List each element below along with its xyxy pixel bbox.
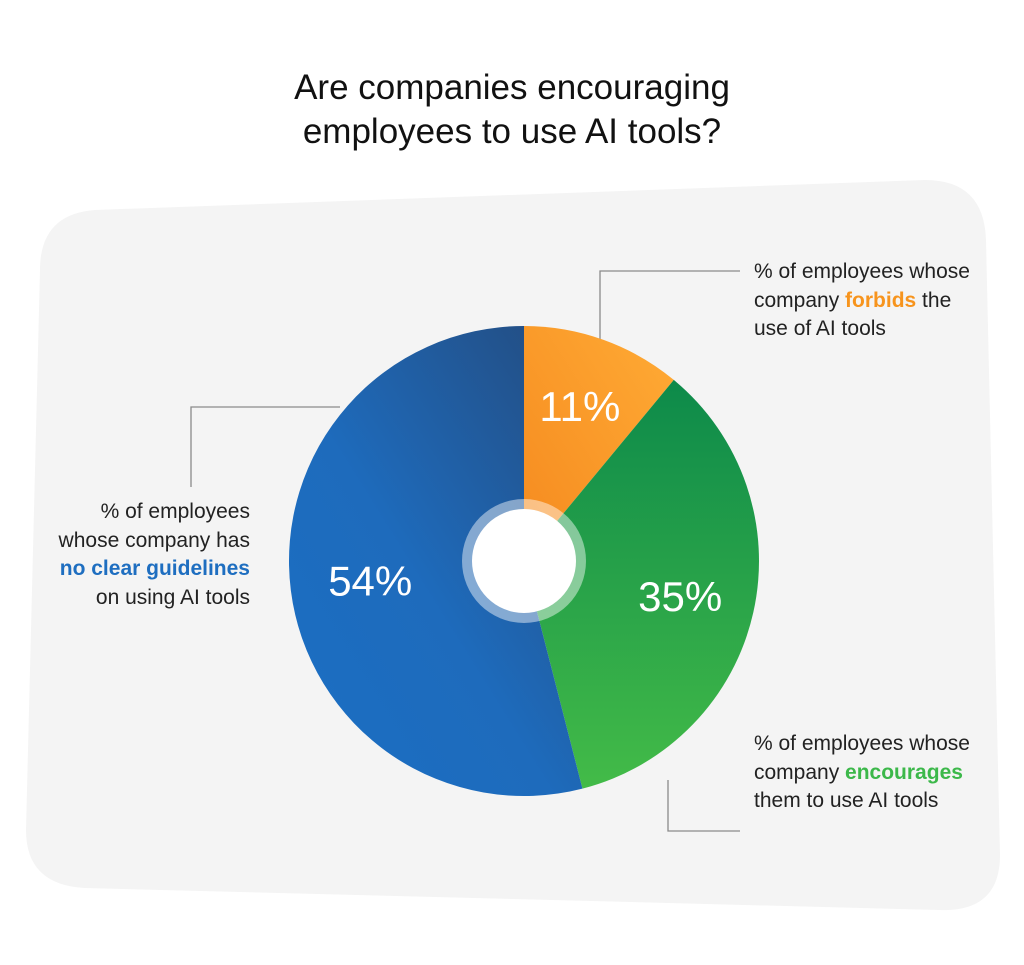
slice-label-3: 54% (328, 557, 412, 604)
pie-slice-3 (288, 326, 583, 796)
callout-unclear-pre: % of employees whose company has (58, 500, 250, 552)
pie-slice-1 (524, 326, 674, 561)
callout-unclear: % of employees whose company has no clea… (40, 498, 250, 612)
callout-encourage-pre: % of employees whose company (754, 732, 970, 784)
callout-forbid: % of employees whose company forbids the… (754, 258, 984, 344)
callout-encourage-post: them to use AI tools (754, 789, 939, 812)
page-title: Are companies encouraging employees to u… (0, 66, 1024, 154)
callout-unclear-highlight: no clear guidelines (59, 557, 250, 580)
callout-encourage: % of employees whose company encourages … (754, 730, 994, 816)
title-line-1: Are companies encouraging (294, 68, 730, 107)
leader-line-unclear (190, 406, 340, 487)
callout-forbid-post: the use of AI tools (754, 288, 952, 341)
callout-unclear-post: on using AI tools (95, 585, 250, 609)
donut-hole (472, 509, 576, 613)
callout-encourage-highlight: encourages (845, 760, 963, 784)
leader-line-encourage (667, 780, 740, 832)
callout-forbid-pre: % of employees whose company (754, 260, 970, 312)
callout-forbid-highlight: forbids (845, 288, 917, 312)
pie-slice-2 (524, 379, 759, 789)
slice-label-1: 11% (539, 383, 620, 430)
title-line-2: employees to use AI tools? (302, 112, 722, 151)
leader-line-forbid (599, 270, 740, 345)
slice-label-2: 35% (638, 573, 722, 620)
